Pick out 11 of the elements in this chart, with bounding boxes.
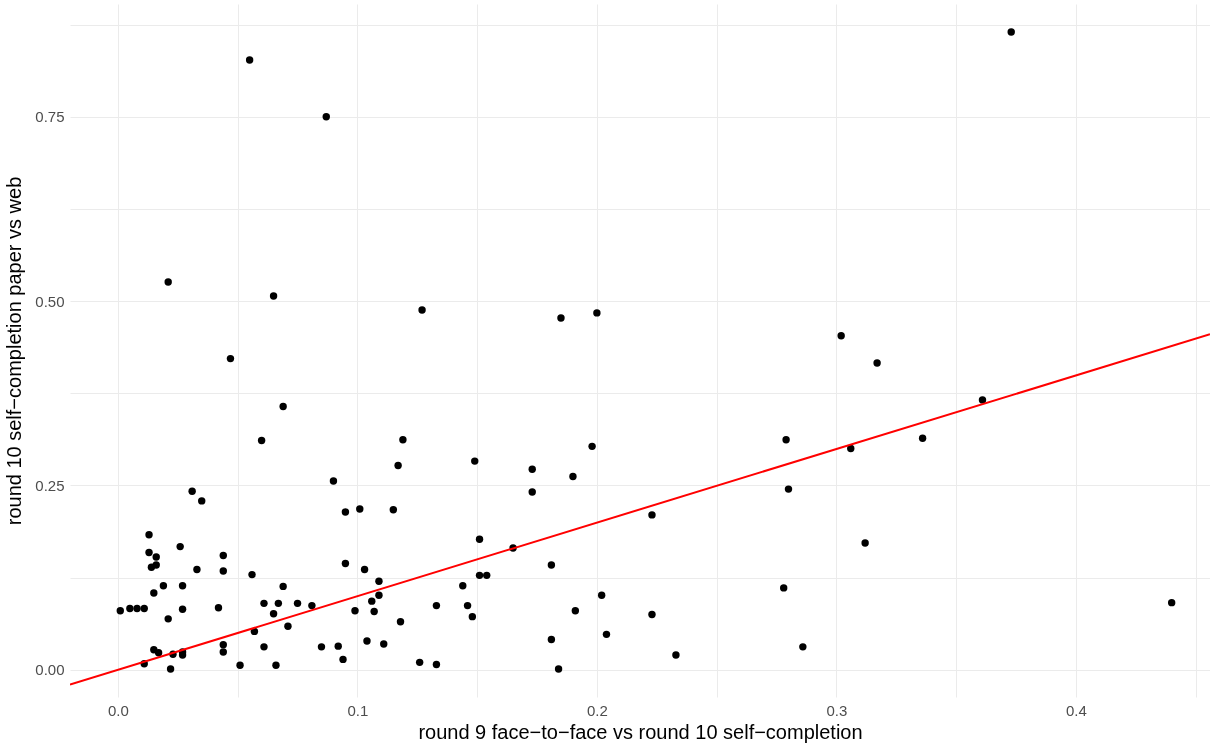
y-tick-label: 0.25 <box>35 476 65 494</box>
x-tick-label: 0.1 <box>347 701 369 719</box>
y-tick-label: 0.75 <box>35 108 65 126</box>
y-axis-title: round 10 self−completion paper vs web <box>3 176 26 526</box>
y-tick-label: 0.50 <box>35 292 65 310</box>
x-tick-label: 0.0 <box>107 701 129 719</box>
x-tick-label: 0.4 <box>1065 701 1087 719</box>
x-tick-label: 0.2 <box>586 701 608 719</box>
y-tick-label: 0.00 <box>35 661 65 679</box>
x-tick-label: 0.3 <box>826 701 848 719</box>
x-axis-title: round 9 face−to−face vs round 10 self−completion <box>418 720 863 743</box>
